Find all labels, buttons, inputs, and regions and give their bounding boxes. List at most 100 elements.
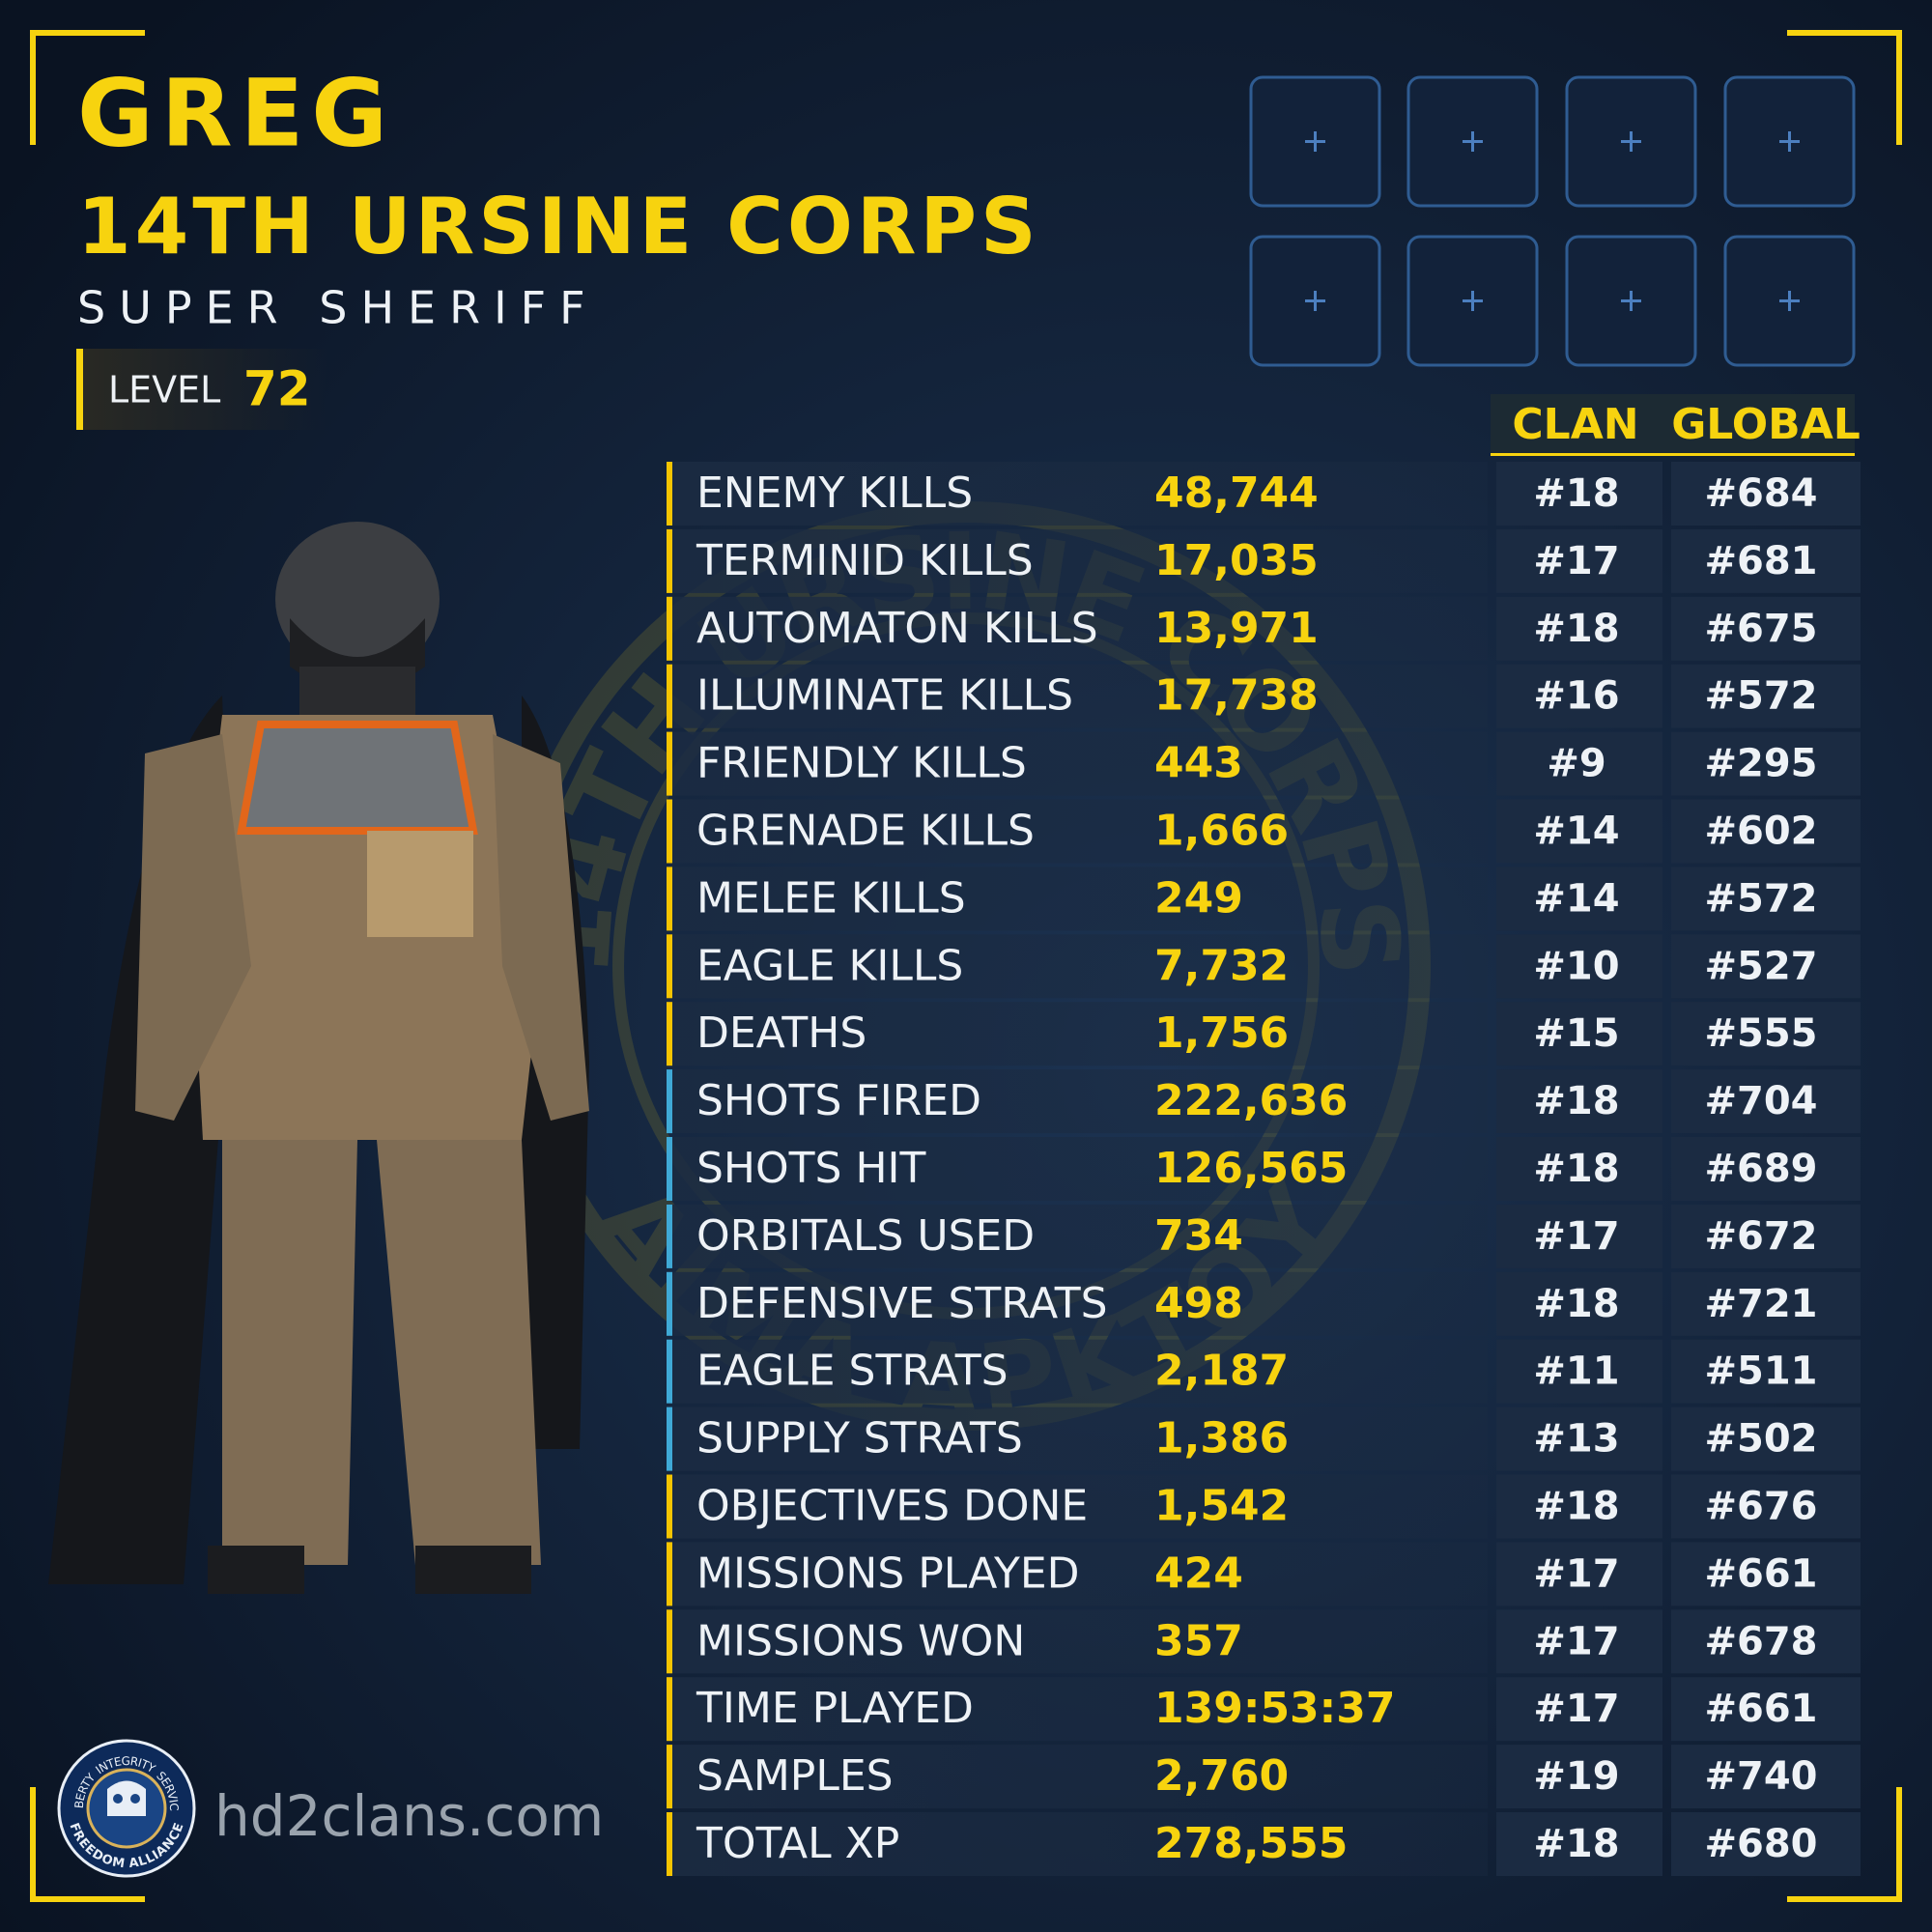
row-bg (667, 1677, 1488, 1742)
clan-cell (1496, 731, 1662, 796)
global-rank: #661 (1704, 1551, 1817, 1596)
clan-rank: #18 (1533, 1079, 1619, 1123)
global-rank: #681 (1704, 539, 1817, 583)
clan-rank: #14 (1533, 810, 1619, 854)
row-bg (667, 1339, 1488, 1404)
row-bg (667, 867, 1488, 931)
row-bg (667, 462, 1488, 526)
clan-rank: #15 (1533, 1011, 1619, 1056)
global-cell (1671, 1271, 1861, 1336)
clan-rank: #17 (1533, 1551, 1619, 1596)
global-rank: #661 (1704, 1687, 1817, 1731)
rank-header-line (1491, 453, 1855, 456)
clan-rank: #18 (1533, 1147, 1619, 1191)
stats-table: CLAN GLOBAL ENEMY KILLS 48,744 #18 #684 TERMIN… (667, 394, 1861, 1876)
stat-label: MELEE KILLS (696, 873, 966, 923)
global-rank: #502 (1704, 1417, 1817, 1462)
clan-rank: #18 (1533, 471, 1619, 516)
slot-plus (1779, 131, 1800, 152)
global-cell (1671, 731, 1861, 796)
global-rank: #678 (1704, 1619, 1817, 1663)
clan-cell (1496, 1474, 1662, 1539)
clan-rank: #17 (1533, 1619, 1619, 1663)
stat-value: 498 (1154, 1279, 1243, 1328)
global-cell (1671, 462, 1861, 526)
rank-header-bg (1491, 394, 1855, 456)
global-cell (1671, 1002, 1861, 1066)
row-accent (667, 1137, 672, 1201)
site-url: hd2clans.com (214, 1783, 604, 1849)
clan-rank: #18 (1533, 607, 1619, 651)
global-rank: #675 (1704, 607, 1817, 651)
slot-plus (1305, 131, 1325, 152)
clan-rank: #17 (1533, 1687, 1619, 1731)
global-cell (1671, 1137, 1861, 1201)
level-value: 72 (243, 361, 311, 417)
slot-plus (1463, 291, 1483, 311)
global-cell (1671, 528, 1861, 593)
clan-cell (1496, 596, 1662, 661)
row-bg (667, 596, 1488, 661)
stat-value: 17,738 (1154, 671, 1319, 721)
global-cell (1671, 799, 1861, 864)
global-rank: #704 (1704, 1079, 1817, 1123)
slot-plus (1305, 291, 1325, 311)
row-accent (667, 799, 672, 864)
clan-rank: #18 (1533, 1822, 1619, 1866)
clan-rank: #10 (1533, 944, 1619, 988)
global-rank: #602 (1704, 810, 1817, 854)
stat-label: SUPPLY STRATS (696, 1414, 1023, 1463)
loadout-slots (1249, 75, 1856, 367)
soldier-figure (48, 522, 589, 1594)
global-cell (1671, 1677, 1861, 1742)
stat-label: TOTAL XP (696, 1819, 899, 1868)
clan-rank: #18 (1533, 1485, 1619, 1529)
clan-cell (1496, 1339, 1662, 1404)
stat-value: 2,187 (1154, 1347, 1289, 1396)
row-bg (667, 1137, 1488, 1201)
clan-cell (1496, 1677, 1662, 1742)
slot-plus (1779, 291, 1800, 311)
player-title: SUPER SHERIFF (77, 282, 599, 334)
stat-label: EAGLE STRATS (696, 1347, 1009, 1396)
stat-value: 1,666 (1154, 807, 1289, 856)
stat-value: 249 (1154, 873, 1243, 923)
stat-value: 48,744 (1154, 469, 1319, 518)
stat-label: GRENADE KILLS (696, 807, 1035, 856)
row-bg (667, 1812, 1488, 1876)
clan-rank: #14 (1533, 876, 1619, 921)
global-rank: #572 (1704, 674, 1817, 719)
clan-rank: #11 (1533, 1350, 1619, 1394)
level-box (76, 349, 327, 430)
global-cell (1671, 664, 1861, 728)
global-rank: #572 (1704, 876, 1817, 921)
global-rank: #295 (1704, 742, 1817, 786)
row-accent (667, 664, 672, 728)
stat-value: 2,760 (1154, 1751, 1289, 1801)
row-accent (667, 1204, 672, 1268)
row-bg (667, 1204, 1488, 1268)
clan-cell (1496, 1745, 1662, 1809)
row-accent (667, 1002, 672, 1066)
row-bg (667, 1542, 1488, 1606)
stat-value: 17,035 (1154, 536, 1319, 585)
stat-label: MISSIONS WON (696, 1616, 1025, 1665)
row-bg (667, 731, 1488, 796)
global-rank: #555 (1704, 1011, 1817, 1056)
row-bg (667, 1609, 1488, 1674)
row-accent (667, 731, 672, 796)
stat-value: 139:53:37 (1154, 1684, 1396, 1733)
clan-cell (1496, 528, 1662, 593)
clan-cell (1496, 664, 1662, 728)
clan-cell (1496, 934, 1662, 999)
level-label: LEVEL (108, 369, 220, 412)
clan-cell (1496, 462, 1662, 526)
row-accent (667, 596, 672, 661)
row-accent (667, 1745, 672, 1809)
column-header: CLAN (1512, 400, 1638, 449)
stat-value: 1,542 (1154, 1482, 1289, 1531)
stat-label: MISSIONS PLAYED (696, 1548, 1080, 1598)
stat-label: ORBITALS USED (696, 1211, 1035, 1261)
global-rank: #527 (1704, 944, 1817, 988)
